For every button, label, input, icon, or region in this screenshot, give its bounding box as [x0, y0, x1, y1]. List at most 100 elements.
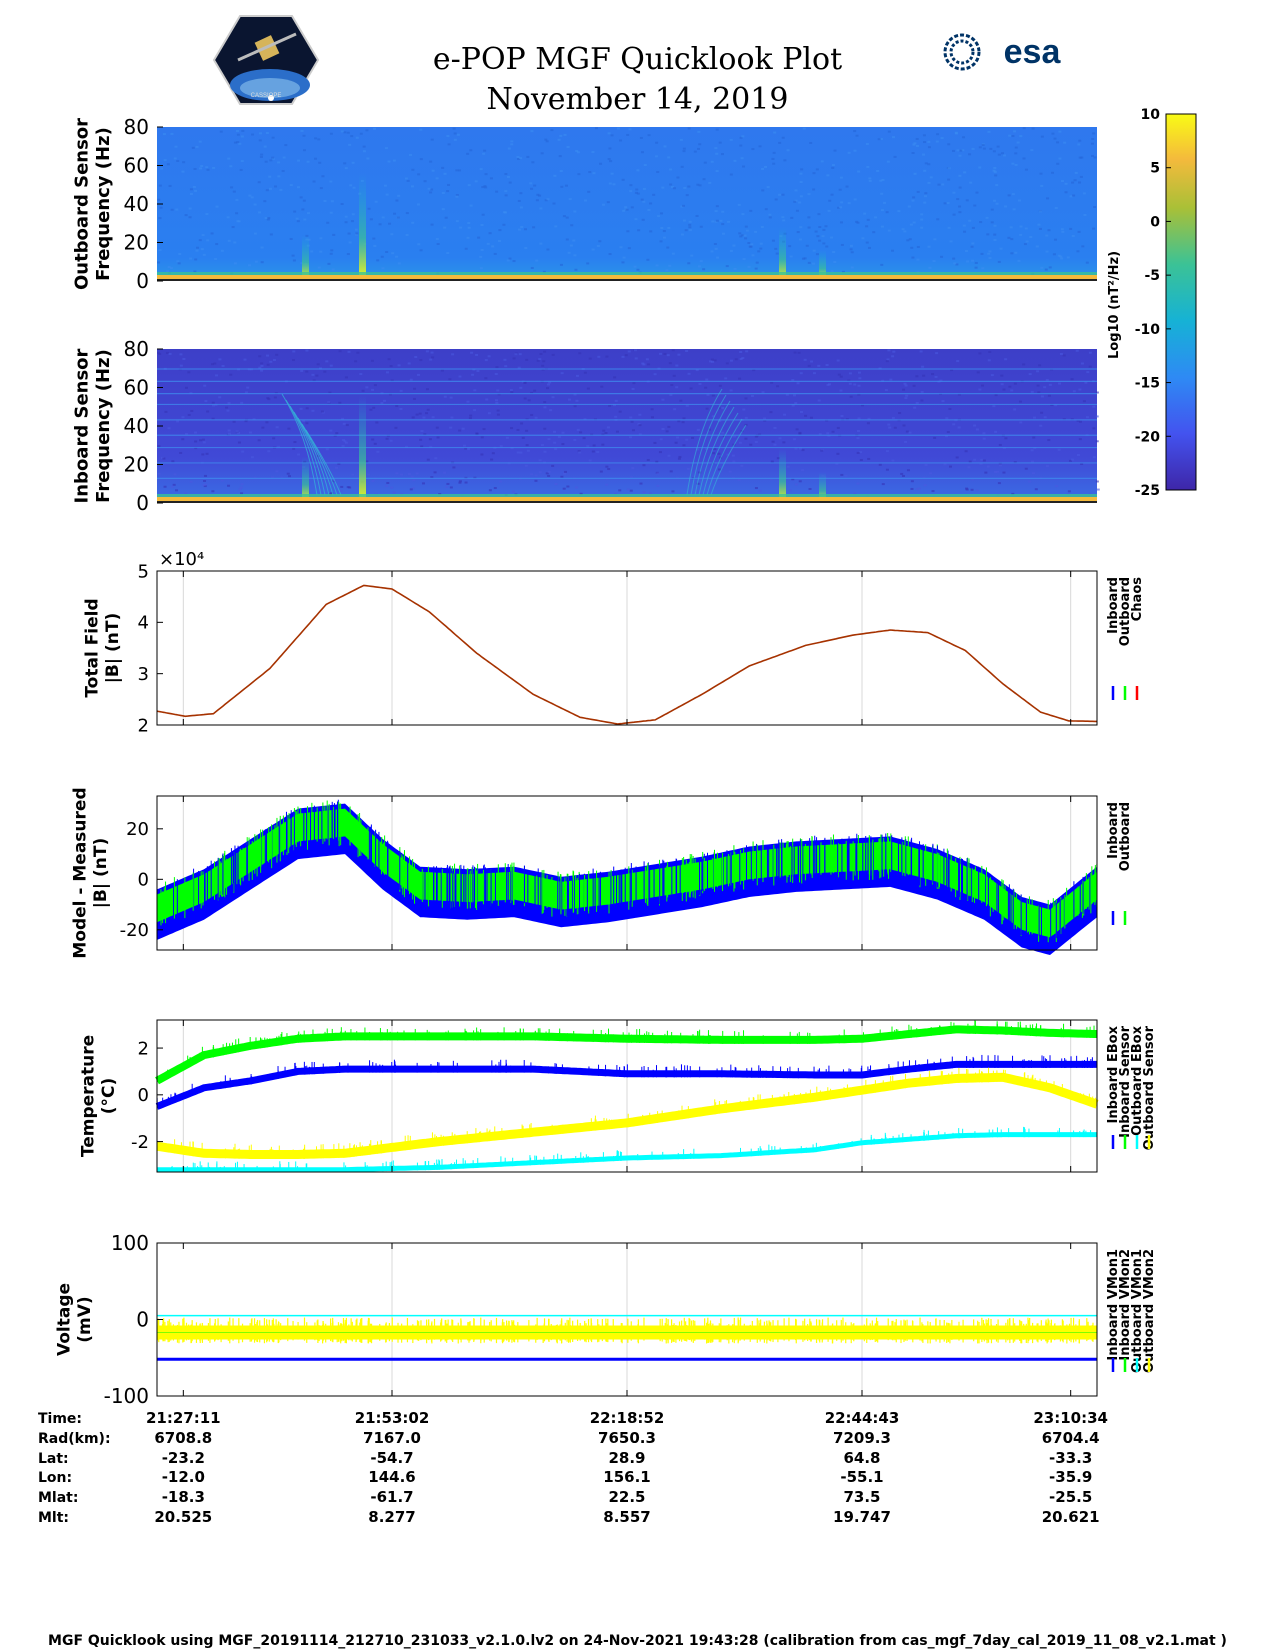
- inboard-spectrogram-speckle: [1088, 351, 1092, 354]
- inboard-spectrogram-speckle: [425, 388, 429, 391]
- inboard-spectrogram-speckle: [443, 471, 447, 474]
- inboard-spectrogram-speckle: [170, 485, 174, 488]
- outboard-spectrogram-speckle: [435, 177, 439, 180]
- outboard-spectrogram-speckle: [189, 193, 193, 196]
- inboard-spectrogram-speckle: [299, 407, 303, 410]
- inboard-spectrogram-speckle: [729, 389, 733, 392]
- inboard-spectrogram-speckle: [912, 384, 916, 387]
- inboard-spectrogram-speckle: [184, 492, 188, 495]
- outboard-spectrogram-speckle: [302, 199, 306, 202]
- model-measured-ytick-label: 20: [126, 819, 149, 840]
- inboard-spectrogram-speckle: [837, 373, 841, 376]
- inboard-spectrogram-speckle: [613, 404, 617, 407]
- outboard-spectrogram-speckle: [405, 233, 409, 236]
- outboard-spectrogram-speckle: [865, 143, 869, 146]
- inboard-spectrogram-speckle: [1066, 492, 1070, 495]
- outboard-spectrogram-speckle: [839, 176, 843, 179]
- outboard-spectrogram-speckle: [562, 215, 566, 218]
- outboard-spectrogram-speckle: [530, 187, 534, 190]
- inboard-spectrogram-speckle: [782, 441, 786, 444]
- outboard-spectrogram-speckle: [300, 129, 304, 132]
- outboard-spectrogram-speckle: [484, 186, 488, 189]
- inboard-spectrogram-speckle: [866, 422, 870, 425]
- ephemeris-cell: 73.5: [843, 1488, 880, 1506]
- outboard-spectrogram-speckle: [240, 135, 244, 138]
- inboard-spectrogram-speckle: [971, 478, 975, 481]
- temperature-series-noise: [156, 1054, 1093, 1111]
- inboard-spectrogram-speckle: [630, 476, 634, 479]
- outboard-spectrogram-speckle: [711, 220, 715, 223]
- outboard-spectrogram-speckle: [687, 185, 691, 188]
- inboard-spectrogram-speckle: [676, 436, 680, 439]
- inboard-spectrogram-speckle: [867, 417, 871, 420]
- outboard-spectrogram-ytick-label: 20: [124, 231, 149, 255]
- inboard-spectrogram-speckle: [211, 401, 215, 404]
- outboard-spectrogram-speckle: [699, 260, 703, 263]
- inboard-spectrogram-speckle: [793, 351, 797, 354]
- inboard-spectrogram-speckle: [744, 437, 748, 440]
- outboard-spectrogram-speckle: [912, 221, 916, 224]
- outboard-spectrogram-speckle: [635, 188, 639, 191]
- outboard-spectrogram-speckle: [367, 207, 371, 210]
- outboard-spectrogram-speckle: [759, 247, 763, 250]
- inboard-spectrogram-speckle: [711, 394, 715, 397]
- inboard-spectrogram-speckle: [509, 389, 513, 392]
- outboard-spectrogram-speckle: [659, 240, 663, 243]
- outboard-spectrogram-speckle: [299, 196, 303, 199]
- ephemeris-cell: 22:18:52: [590, 1409, 665, 1427]
- total-field-ytick-label: 5: [138, 561, 149, 582]
- temperature-ytick-label: 2: [138, 1038, 149, 1059]
- outboard-spectrogram-speckle: [845, 185, 849, 188]
- inboard-spectrogram-speckle: [820, 449, 824, 452]
- outboard-spectrogram-speckle: [479, 267, 483, 270]
- outboard-spectrogram-speckle: [771, 239, 775, 242]
- outboard-spectrogram-speckle: [999, 247, 1003, 250]
- inboard-spectrogram-speckle: [1028, 480, 1032, 483]
- inboard-spectrogram-speckle: [227, 402, 231, 405]
- inboard-spectrogram-speckle: [335, 432, 339, 435]
- inboard-spectrogram-speckle: [351, 473, 355, 476]
- inboard-spectrogram-speckle: [769, 411, 773, 414]
- outboard-spectrogram-speckle: [789, 255, 793, 258]
- outboard-spectrogram-speckle: [761, 167, 765, 170]
- outboard-spectrogram-speckle: [729, 249, 733, 252]
- inboard-spectrogram-speckle: [354, 360, 358, 363]
- inboard-spectrogram-speckle: [994, 394, 998, 397]
- outboard-spectrogram-speckle: [544, 199, 548, 202]
- inboard-spectrogram-speckle: [277, 445, 281, 448]
- inboard-spectrogram-speckle: [576, 428, 580, 431]
- outboard-spectrogram-speckle: [868, 179, 872, 182]
- outboard-spectrogram-speckle: [517, 228, 521, 231]
- inboard-spectrogram-speckle: [452, 466, 456, 469]
- outboard-spectrogram-speckle: [488, 232, 492, 235]
- inboard-spectrogram-speckle: [163, 485, 167, 488]
- inboard-spectrogram-speckle: [543, 401, 547, 404]
- outboard-spectrogram-speckle: [738, 232, 742, 235]
- inboard-spectrogram-speckle: [551, 396, 555, 399]
- temperature-ylabel: Temperature(°C): [78, 1035, 118, 1157]
- outboard-spectrogram-speckle: [354, 233, 358, 236]
- inboard-spectrogram-arc: [710, 424, 747, 496]
- outboard-spectrogram-speckle: [680, 165, 684, 168]
- inboard-spectrogram-speckle: [399, 389, 403, 392]
- inboard-spectrogram-speckle: [968, 460, 972, 463]
- outboard-spectrogram-speckle: [504, 190, 508, 193]
- inboard-spectrogram-speckle: [543, 350, 547, 353]
- outboard-spectrogram-speckle: [715, 219, 719, 222]
- model-measured-legend-label: Inboard: [1106, 802, 1121, 859]
- outboard-spectrogram-speckle: [351, 161, 355, 164]
- inboard-spectrogram-speckle: [1028, 373, 1032, 376]
- outboard-spectrogram-speckle: [928, 266, 932, 269]
- outboard-spectrogram-speckle: [909, 223, 913, 226]
- inboard-spectrogram-speckle: [345, 424, 349, 427]
- outboard-spectrogram-speckle: [607, 132, 611, 135]
- inboard-spectrogram-speckle: [468, 417, 472, 420]
- outboard-spectrogram-speckle: [715, 152, 719, 155]
- outboard-spectrogram-speckle: [517, 157, 521, 160]
- outboard-spectrogram-speckle: [906, 239, 910, 242]
- outboard-spectrogram-speckle: [199, 167, 203, 170]
- inboard-spectrogram-speckle: [711, 415, 715, 418]
- inboard-spectrogram-speckle: [667, 454, 671, 457]
- outboard-spectrogram-speckle: [1040, 184, 1044, 187]
- inboard-spectrogram-speckle: [1058, 382, 1062, 385]
